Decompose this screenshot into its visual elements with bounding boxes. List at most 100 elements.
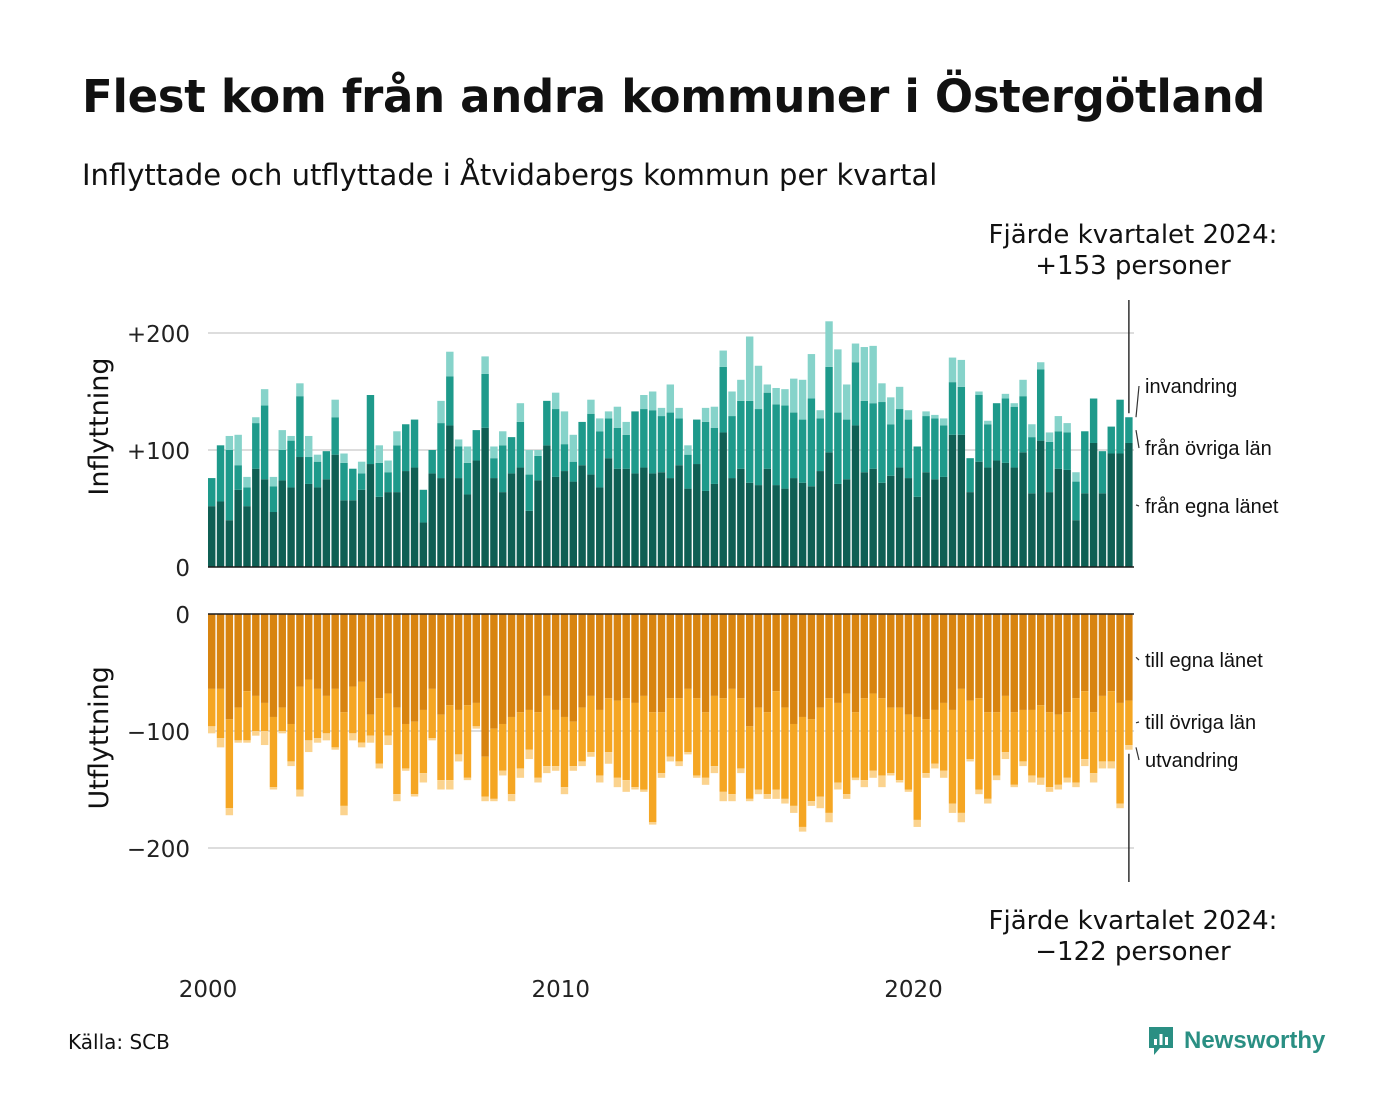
bar-in xyxy=(296,383,304,397)
bar-out xyxy=(507,614,516,717)
bar-out xyxy=(657,614,666,713)
bar-in xyxy=(1081,431,1089,494)
bar-in xyxy=(393,445,401,493)
bar-out xyxy=(842,693,851,795)
bar-in xyxy=(287,487,295,567)
bar-in xyxy=(269,476,278,487)
bar-out xyxy=(278,614,286,708)
bar-in xyxy=(772,404,780,486)
bar-in xyxy=(737,400,745,469)
bar-out xyxy=(243,614,251,692)
bar-in xyxy=(701,407,710,422)
bar-out xyxy=(1081,614,1089,692)
bar-in xyxy=(613,406,622,428)
bar-in xyxy=(754,409,763,486)
bar-in xyxy=(1107,453,1115,567)
bar-out xyxy=(1107,614,1115,692)
bar-in xyxy=(287,440,295,488)
bar-in xyxy=(816,418,824,472)
bar-in xyxy=(516,467,525,567)
legend-leader-line xyxy=(1135,385,1140,418)
bar-out xyxy=(305,740,313,753)
bar-out xyxy=(463,705,472,778)
bar-out xyxy=(507,794,516,802)
bar-in xyxy=(375,445,383,463)
bar-in xyxy=(842,479,851,567)
bar-out xyxy=(1045,614,1054,713)
bar-in xyxy=(719,350,727,367)
bar-out xyxy=(675,698,683,762)
bar-in xyxy=(604,411,613,419)
bar-out xyxy=(428,614,436,689)
bar-out xyxy=(410,794,419,797)
bar-out xyxy=(807,801,816,806)
bar-in xyxy=(613,427,622,469)
bar-in xyxy=(825,321,833,367)
bar-in xyxy=(948,357,957,383)
bar-out xyxy=(225,808,234,816)
bar-in xyxy=(357,489,366,567)
bar-in xyxy=(869,468,877,567)
bar-in xyxy=(895,409,904,468)
bar-in xyxy=(1001,462,1010,567)
bar-in xyxy=(516,403,525,422)
bar-out xyxy=(402,723,410,769)
bar-out xyxy=(763,614,772,713)
bar-in xyxy=(596,487,604,567)
bar-in xyxy=(790,478,798,567)
bar-out xyxy=(1019,614,1027,710)
bar-out xyxy=(393,707,401,795)
bar-in xyxy=(596,418,604,432)
bar-out xyxy=(701,712,710,778)
bar-out xyxy=(772,789,780,799)
legend-leader-line xyxy=(1135,721,1140,724)
bar-in xyxy=(922,472,930,567)
bar-in xyxy=(604,458,613,567)
bar-in xyxy=(260,389,269,406)
bar-in xyxy=(939,476,948,567)
bar-in xyxy=(895,386,904,410)
bar-in xyxy=(684,445,692,455)
bar-out xyxy=(1116,614,1124,703)
bar-out xyxy=(701,777,710,785)
bar-out xyxy=(657,712,666,774)
bar-out xyxy=(922,719,930,774)
bar-in xyxy=(1116,399,1124,454)
bar-out xyxy=(957,812,966,823)
bar-in xyxy=(208,478,216,507)
bar-in xyxy=(781,405,789,489)
bar-out xyxy=(745,726,754,799)
bar-out xyxy=(666,614,675,699)
bar-out xyxy=(340,805,348,816)
bar-out xyxy=(842,614,851,694)
bar-out xyxy=(507,716,516,795)
bar-out xyxy=(419,773,428,783)
bar-out xyxy=(984,798,992,804)
bar-out xyxy=(957,688,966,813)
bar-in xyxy=(1054,468,1063,567)
bar-out xyxy=(631,702,639,788)
bar-out xyxy=(931,614,939,710)
legend-leader-line xyxy=(1135,656,1140,661)
y-tick-label: 0 xyxy=(175,603,190,629)
bar-out xyxy=(534,712,542,778)
bar-out xyxy=(763,794,772,799)
y-tick-label: +100 xyxy=(127,439,190,465)
bar-in xyxy=(763,392,772,469)
bar-out xyxy=(745,798,754,802)
bar-in xyxy=(1063,469,1071,567)
bar-in xyxy=(596,431,604,488)
bar-out xyxy=(208,726,216,734)
bar-out xyxy=(878,698,886,776)
bar-out xyxy=(419,709,428,774)
bar-in xyxy=(410,467,419,567)
bar-out xyxy=(366,735,375,743)
bar-out xyxy=(781,707,789,799)
bar-out xyxy=(560,614,569,717)
bar-out xyxy=(1125,614,1133,701)
bar-in xyxy=(931,414,939,419)
bar-in xyxy=(701,490,710,567)
bar-out xyxy=(402,614,410,724)
bar-in xyxy=(984,424,992,468)
bar-out xyxy=(305,614,313,680)
